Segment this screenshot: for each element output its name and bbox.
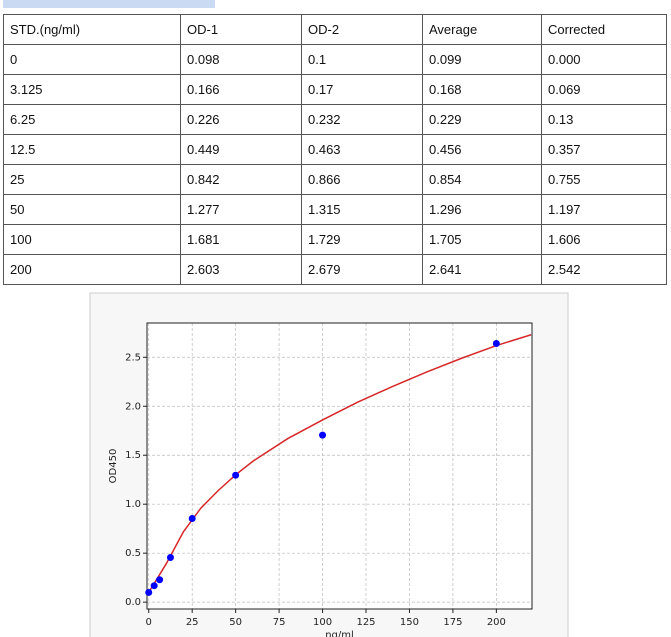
table-cell: OD-1: [180, 14, 302, 45]
table-cell: 0.1: [301, 44, 423, 75]
table-row: STD.(ng/ml) OD-1 OD-2 Average Corrected: [3, 14, 667, 45]
table-cell: 0.357: [541, 134, 667, 165]
table-cell: Corrected: [541, 14, 667, 45]
y-tick-label: 1.0: [125, 499, 141, 510]
table-cell: 1.315: [301, 194, 423, 225]
data-point: [232, 471, 240, 479]
x-tick-label: 200: [487, 617, 506, 628]
y-tick-label: 0.0: [125, 597, 141, 608]
data-point: [156, 576, 164, 584]
fit-curve: [148, 334, 532, 593]
table-cell: 0.842: [180, 164, 302, 195]
data-point: [166, 553, 174, 561]
table-cell: 0.854: [422, 164, 542, 195]
table-cell: 1.606: [541, 224, 667, 255]
data-point: [319, 431, 327, 439]
table-cell: 2.679: [301, 254, 423, 285]
table-row: 3.125 0.166 0.17 0.168 0.069: [3, 74, 667, 105]
x-tick-label: 75: [273, 617, 286, 628]
table-cell: 25: [3, 164, 181, 195]
table-row: 100 1.681 1.729 1.705 1.606: [3, 224, 667, 255]
table-cell: 100: [3, 224, 181, 255]
x-tick-label: 25: [186, 617, 199, 628]
x-tick-label: 150: [400, 617, 419, 628]
table-row: 200 2.603 2.679 2.641 2.542: [3, 254, 667, 285]
table-cell: 2.641: [422, 254, 542, 285]
table-cell: 0.17: [301, 74, 423, 105]
data-point: [492, 339, 500, 347]
table-cell: Average: [422, 14, 542, 45]
table-cell: 200: [3, 254, 181, 285]
x-tick-label: 175: [443, 617, 462, 628]
y-axis-label: OD450: [108, 449, 119, 484]
table-cell: 1.681: [180, 224, 302, 255]
table-cell: 1.705: [422, 224, 542, 255]
table-cell: 0.166: [180, 74, 302, 105]
data-point: [145, 588, 153, 596]
x-tick-label: 125: [356, 617, 375, 628]
plot-area: [147, 323, 532, 609]
axes-frame: [146, 322, 533, 610]
table-cell: 0.226: [180, 104, 302, 135]
data-point: [150, 582, 158, 590]
x-tick-label: 0: [146, 617, 152, 628]
data-table: STD.(ng/ml) OD-1 OD-2 Average Corrected 0 0.09…: [3, 14, 667, 285]
header-strip: [3, 0, 215, 8]
table-cell: 0: [3, 44, 181, 75]
table-row: 50 1.277 1.315 1.296 1.197: [3, 194, 667, 225]
table-cell: 0.232: [301, 104, 423, 135]
y-tick-label: 0.5: [125, 548, 141, 559]
table-cell: 0.13: [541, 104, 667, 135]
x-axis-label: ng/ml: [325, 630, 354, 637]
table-cell: 1.197: [541, 194, 667, 225]
table-cell: 0.098: [180, 44, 302, 75]
y-tick-label: 2.5: [125, 352, 141, 363]
y-tick-label: 2.0: [125, 401, 141, 412]
table-cell: OD-2: [301, 14, 423, 45]
table-cell: STD.(ng/ml): [3, 14, 181, 45]
table-row: 0 0.098 0.1 0.099 0.000: [3, 44, 667, 75]
table-cell: 2.542: [541, 254, 667, 285]
table-cell: 2.603: [180, 254, 302, 285]
table-cell: 0.229: [422, 104, 542, 135]
x-tick-label: 100: [313, 617, 332, 628]
table-cell: 0.755: [541, 164, 667, 195]
x-tick-label: 50: [229, 617, 242, 628]
table-row: 25 0.842 0.866 0.854 0.755: [3, 164, 667, 195]
data-point: [188, 514, 196, 522]
y-tick-label: 1.5: [125, 450, 141, 461]
table-row: 6.25 0.226 0.232 0.229 0.13: [3, 104, 667, 135]
